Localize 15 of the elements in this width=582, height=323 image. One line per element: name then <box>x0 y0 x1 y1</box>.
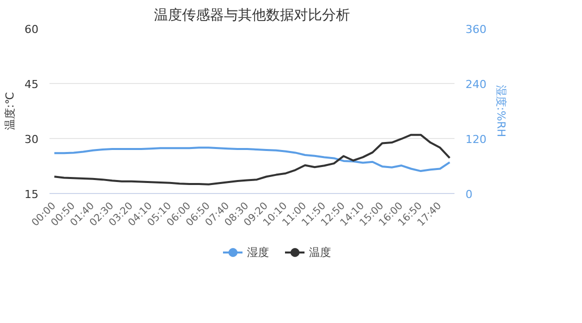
line-series <box>53 134 451 186</box>
y-tick-label: 30 <box>24 133 39 146</box>
chart-title: 温度传感器与其他数据对比分析 <box>154 8 350 24</box>
y2-tick-label: 0 <box>466 188 472 201</box>
y-tick-label: 60 <box>24 23 39 36</box>
legend-label: 温度 <box>309 244 331 260</box>
y2-tick-label: 240 <box>466 78 486 91</box>
y2-tick-label: 120 <box>466 133 486 146</box>
line-series <box>53 146 451 172</box>
y-tick-label: 45 <box>24 78 39 91</box>
legend-label: 湿度 <box>247 244 269 260</box>
y-axis-title: 温度:℃ <box>4 92 17 130</box>
y2-tick-label: 360 <box>466 23 486 36</box>
y-tick-label: 15 <box>24 188 39 201</box>
y2-axis-title: 湿度:%RH <box>494 84 508 138</box>
